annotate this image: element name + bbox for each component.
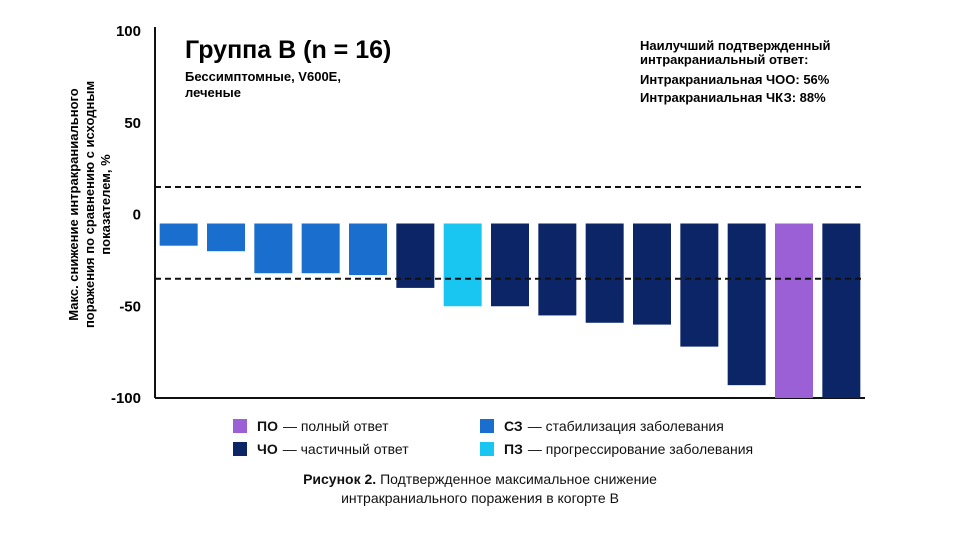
caption-line-2: интракраниального поражения в когорте B: [341, 490, 619, 506]
bar-4: [301, 223, 340, 274]
bar-11: [633, 223, 671, 325]
bar-8: [491, 223, 529, 307]
y-tick-label: -100: [111, 390, 141, 407]
bar-1: [159, 223, 198, 246]
bar-14: [775, 223, 813, 398]
legend-swatch: [480, 442, 494, 456]
caption-line-1: Подтвержденное максимальное снижение: [380, 471, 657, 487]
y-axis-label-line-1: Макс. снижение интракраниального: [66, 88, 81, 320]
chart-subtitle-line-2: леченые: [185, 85, 241, 100]
legend-swatch: [480, 419, 494, 433]
bars: [159, 223, 861, 398]
bar-3: [254, 223, 293, 274]
annotation-line-2: интракраниальный ответ:: [640, 52, 809, 67]
legend-abbr: СЗ: [504, 418, 523, 434]
chart-title: Группа B (n = 16): [185, 36, 391, 64]
bar-15: [822, 223, 861, 398]
y-axis-ticks: 100 50 0 -50 -100: [111, 23, 141, 407]
bar-6: [396, 223, 435, 288]
annotation-dcr: Интракраниальная ЧКЗ: 88%: [640, 90, 826, 105]
legend-swatch: [233, 442, 247, 456]
bar-9: [538, 223, 577, 316]
bar-13: [727, 223, 766, 386]
figure-caption: Рисунок 2. Подтвержденное максимальное с…: [0, 470, 960, 508]
y-axis-label-line-2: поражения по сравнению с исходным: [82, 81, 97, 328]
legend-abbr: ПЗ: [504, 441, 523, 457]
bar-7: [443, 223, 482, 307]
legend-abbr: ЧО: [257, 441, 278, 457]
legend-item-2: ЧО — частичный ответ: [233, 441, 409, 457]
y-tick-label: 50: [124, 115, 141, 132]
chart-subtitle-line-1: Бессимптомные, V600E,: [185, 69, 341, 84]
reference-lines: [155, 185, 865, 280]
legend-label: — прогрессирование заболевания: [527, 441, 754, 457]
legend-swatch: [233, 419, 247, 433]
legend-abbr: ПО: [257, 418, 278, 434]
bar-12: [680, 223, 719, 347]
legend-label: — частичный ответ: [282, 441, 409, 457]
legend-item-4: ПЗ — прогрессирование заболевания: [480, 441, 753, 457]
annotation-line-1: Наилучший подтвержденный: [640, 38, 830, 53]
legend-item-3: СЗ — стабилизация заболевания: [480, 418, 724, 434]
y-axis-label-line-3: показателем, %: [98, 154, 113, 255]
caption-label: Рисунок 2.: [303, 471, 377, 487]
bar-10: [585, 223, 624, 323]
annotation-orr: Интракраниальная ЧОО: 56%: [640, 72, 830, 87]
y-tick-label: 0: [133, 207, 141, 224]
y-axis-label: Макс. снижение интракраниального поражени…: [66, 81, 113, 328]
y-tick-label: 100: [116, 23, 141, 40]
legend-label: — стабилизация заболевания: [527, 418, 724, 434]
y-tick-label: -50: [119, 298, 141, 315]
legend-item-1: ПО — полный ответ: [233, 418, 388, 434]
bar-5: [349, 223, 387, 276]
legend-label: — полный ответ: [282, 418, 389, 434]
bar-2: [207, 223, 245, 252]
